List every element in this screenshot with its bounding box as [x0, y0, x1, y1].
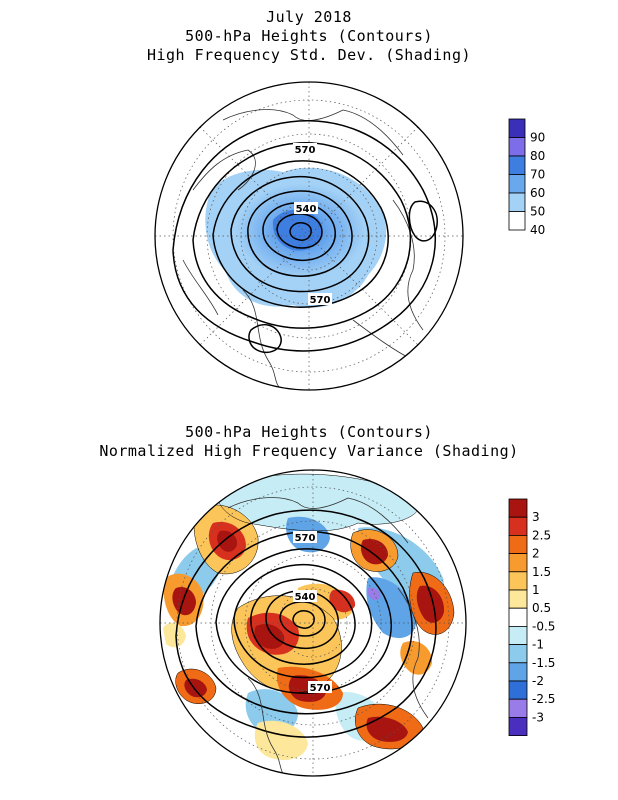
- legend-label: 2: [532, 547, 540, 561]
- top-contour-label-570-north: 570: [295, 145, 316, 156]
- bottom-contour-label-570-south: 570: [310, 683, 331, 694]
- legend-swatch: [508, 211, 526, 231]
- legend-label: 0.5: [532, 601, 551, 615]
- bottom-subtitle-shading: Normalized High Frequency Variance (Shad…: [99, 442, 519, 460]
- legend-label: -2: [532, 674, 544, 688]
- legend-swatch: [508, 137, 526, 157]
- legend-swatch: [508, 192, 526, 212]
- bottom-subtitle-contours: 500-hPa Heights (Contours): [185, 423, 433, 441]
- legend-swatch: [508, 589, 528, 609]
- legend-swatch: [508, 553, 528, 573]
- legend-swatch: [508, 662, 528, 682]
- legend-label: 40: [530, 223, 545, 237]
- legend-swatch: [508, 716, 528, 736]
- top-contour-label-540: 540: [296, 204, 317, 215]
- legend-label: -2.5: [532, 692, 555, 706]
- top-title-block: July 2018 500-hPa Heights (Contours) Hig…: [0, 8, 618, 65]
- bottom-title-block: 500-hPa Heights (Contours) Normalized Hi…: [0, 423, 618, 461]
- legend-swatch: [508, 516, 528, 536]
- top-contour-label-570-south: 570: [310, 295, 331, 306]
- legend-label: 1: [532, 583, 540, 597]
- legend-label: 60: [530, 186, 545, 200]
- legend-label: -0.5: [532, 619, 555, 633]
- legend-label: -3: [532, 710, 544, 724]
- legend-swatch: [508, 118, 526, 138]
- legend-label: 50: [530, 205, 545, 219]
- legend-swatch: [508, 680, 528, 700]
- top-subtitle-shading: High Frequency Std. Dev. (Shading): [146, 46, 472, 64]
- top-color-legend: 90 80 70 60 50 40: [508, 118, 545, 237]
- legend-swatch: [508, 607, 528, 627]
- legend-swatch: [508, 625, 528, 645]
- legend-swatch: [508, 498, 528, 518]
- legend-swatch: [508, 155, 526, 175]
- bottom-contour-label-570-north: 570: [295, 533, 316, 544]
- bottom-polar-map: 570 540 570: [159, 469, 467, 777]
- legend-label: -1: [532, 638, 544, 652]
- top-polar-map: 570 540 570: [154, 81, 464, 391]
- month-title: July 2018: [266, 8, 352, 26]
- legend-swatch: [508, 698, 528, 718]
- legend-label: 3: [532, 510, 540, 524]
- legend-label: 90: [530, 131, 545, 145]
- legend-swatch: [508, 535, 528, 555]
- legend-label: 80: [530, 149, 545, 163]
- bottom-color-legend: 3 2.5 2 1.5 1 0.5 -0.5 -1 -1.5 -2 -2.5 -3: [508, 498, 555, 736]
- top-subtitle-contours: 500-hPa Heights (Contours): [185, 27, 433, 45]
- bottom-contour-label-540: 540: [295, 592, 316, 603]
- legend-swatch: [508, 644, 528, 664]
- legend-swatch: [508, 571, 528, 591]
- legend-swatch: [508, 174, 526, 194]
- legend-label: 1.5: [532, 565, 551, 579]
- legend-label: 2.5: [532, 528, 551, 542]
- legend-label: 70: [530, 168, 545, 182]
- legend-label: -1.5: [532, 656, 555, 670]
